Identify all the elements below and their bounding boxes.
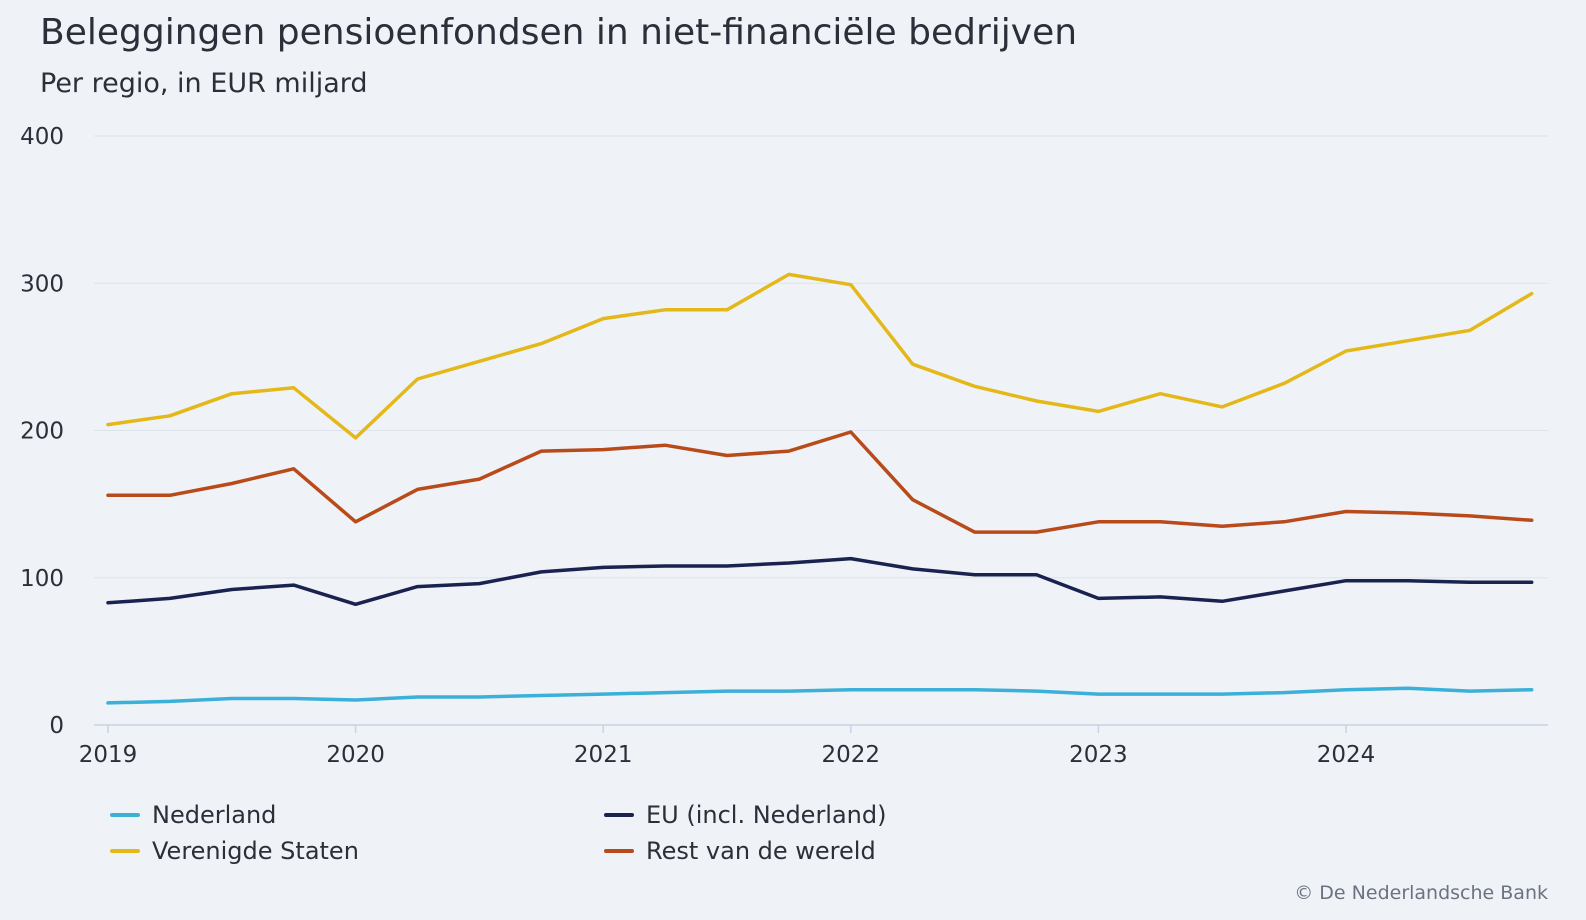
y-tick-label-200: 200 xyxy=(20,419,64,445)
legend-item-rest-van-de-wereld[interactable]: Rest van de wereld xyxy=(604,836,1098,866)
x-tick-label-2023: 2023 xyxy=(1069,742,1128,768)
x-tick-label-2020: 2020 xyxy=(326,742,385,768)
legend-label-nederland: Nederland xyxy=(152,801,277,829)
series-line-nederland xyxy=(106,686,1534,705)
legend-swatch-verenigde-staten xyxy=(110,849,140,853)
legend-label-eu: EU (incl. Nederland) xyxy=(646,801,887,829)
series-line-eu-incl-nederland xyxy=(106,556,1534,607)
legend-swatch-rest-van-de-wereld xyxy=(604,849,634,853)
legend-label-rest-van-de-wereld: Rest van de wereld xyxy=(646,837,876,865)
x-tick-label-2024: 2024 xyxy=(1317,742,1376,768)
y-tick-label-100: 100 xyxy=(20,566,64,592)
legend: Nederland EU (incl. Nederland) Verenigde… xyxy=(110,800,1098,866)
series-line-verenigde-staten xyxy=(106,272,1534,440)
legend-item-eu[interactable]: EU (incl. Nederland) xyxy=(604,800,1098,830)
y-tick-label-400: 400 xyxy=(20,124,64,150)
x-tick-label-2019: 2019 xyxy=(79,742,138,768)
y-tick-label-300: 300 xyxy=(20,271,64,297)
legend-swatch-eu xyxy=(604,813,634,817)
chart-title: Beleggingen pensioenfondsen in niet-fina… xyxy=(40,12,1078,53)
legend-label-verenigde-staten: Verenigde Staten xyxy=(152,837,359,865)
x-tick-label-2021: 2021 xyxy=(574,742,633,768)
series-line-rest-van-de-wereld xyxy=(106,430,1534,534)
x-tick-label-2022: 2022 xyxy=(822,742,881,768)
source-credit: © De Nederlandsche Bank xyxy=(1294,882,1548,904)
legend-swatch-nederland xyxy=(110,813,140,817)
legend-item-verenigde-staten[interactable]: Verenigde Staten xyxy=(110,836,604,866)
y-tick-label-0: 0 xyxy=(49,713,64,739)
chart-subtitle: Per regio, in EUR miljard xyxy=(40,68,368,99)
legend-item-nederland[interactable]: Nederland xyxy=(110,800,604,830)
